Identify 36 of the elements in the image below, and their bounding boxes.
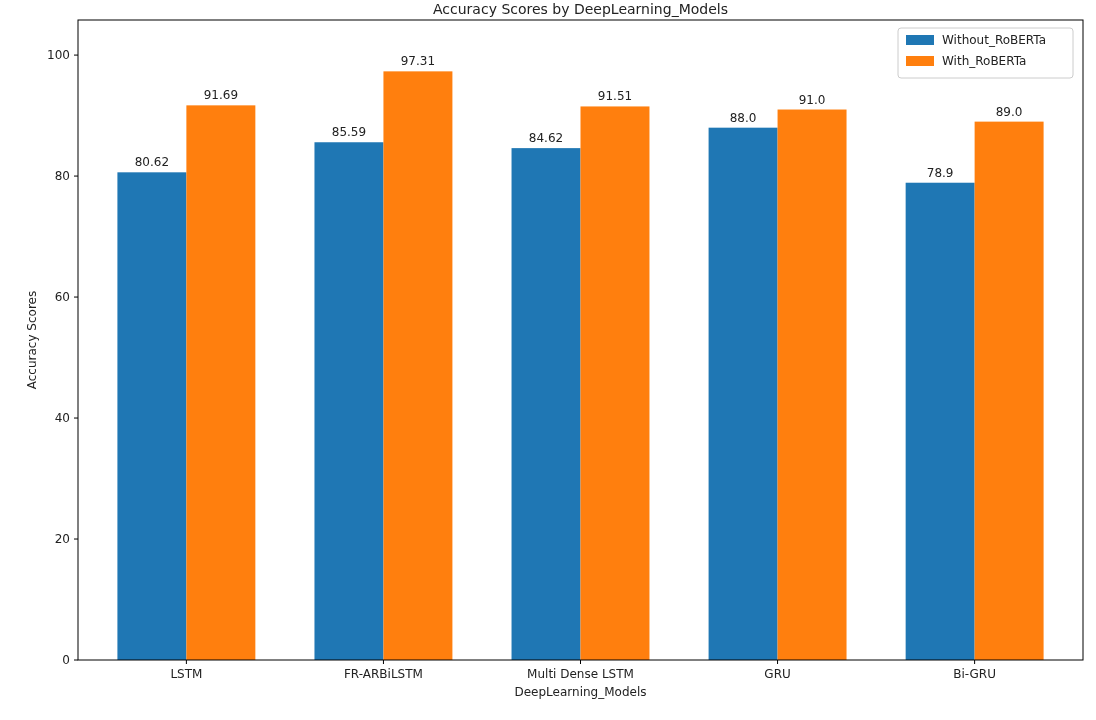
- data-label: 84.62: [528, 131, 564, 146]
- bar: [580, 106, 650, 660]
- bar: [383, 71, 453, 660]
- x-axis-title: DeepLearning_Models: [514, 685, 647, 699]
- y-axis-title: Accuracy Scores: [25, 290, 39, 390]
- y-tick-label: 60: [54, 290, 70, 305]
- x-tick-label: FR-ARBiLSTM: [343, 667, 423, 681]
- x-tick-label: Multi Dense LSTM: [527, 667, 634, 681]
- y-tick-label: 20: [54, 532, 70, 547]
- legend-label: Without_RoBERTa: [942, 33, 1047, 48]
- data-label: 88.0: [729, 110, 757, 125]
- x-tick-label: Bi-GRU: [953, 667, 996, 681]
- bar: [708, 127, 778, 660]
- bar: [511, 148, 581, 660]
- y-tick-label: 0: [62, 653, 70, 668]
- legend-label: With_RoBERTa: [942, 54, 1027, 69]
- data-label: 89.0: [995, 104, 1023, 119]
- y-tick-label: 80: [54, 169, 70, 184]
- y-tick-label: 100: [47, 48, 70, 63]
- data-label: 91.0: [798, 92, 826, 107]
- data-label: 78.9: [926, 165, 954, 180]
- bar: [314, 142, 384, 660]
- bar: [186, 105, 256, 660]
- data-label: 85.59: [331, 125, 367, 140]
- data-label: 97.31: [400, 54, 436, 69]
- data-label: 91.69: [203, 88, 239, 103]
- data-label: 80.62: [134, 155, 170, 170]
- bar: [974, 121, 1044, 660]
- x-tick-label: GRU: [764, 667, 791, 681]
- x-tick-label: LSTM: [170, 667, 203, 681]
- data-label: 91.51: [597, 89, 633, 104]
- y-tick-label: 40: [54, 411, 70, 426]
- bar: [905, 182, 975, 660]
- chart-title: Accuracy Scores by DeepLearning_Models: [433, 1, 728, 17]
- bar: [777, 109, 847, 660]
- bar: [117, 172, 187, 660]
